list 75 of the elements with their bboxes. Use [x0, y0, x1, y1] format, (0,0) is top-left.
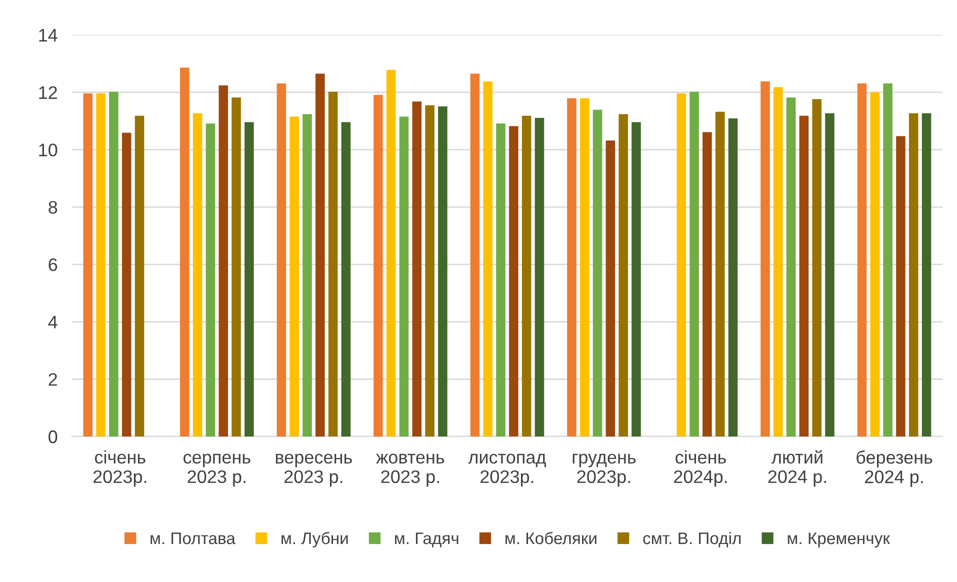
legend-label: м. Полтава — [150, 532, 236, 544]
bar — [534, 118, 544, 436]
bar — [522, 116, 532, 436]
bar — [386, 70, 396, 436]
bar — [606, 140, 616, 436]
x-tick-label: жовтень 2023 р. — [376, 454, 444, 487]
bar — [825, 113, 834, 436]
bar — [134, 116, 144, 436]
x-tick-label: грудень 2023р. — [572, 454, 636, 487]
bar — [96, 93, 106, 436]
bar — [702, 132, 712, 436]
x-tick-label: листопад 2023р. — [468, 454, 546, 487]
bar — [399, 116, 409, 436]
bar — [244, 122, 254, 436]
bar — [760, 81, 770, 436]
bar — [870, 92, 880, 436]
bar — [122, 132, 132, 436]
bar — [374, 94, 383, 436]
y-tick-label: 0 — [48, 430, 58, 444]
x-tick-label: січень 2024р. — [674, 450, 727, 487]
bar — [483, 81, 492, 436]
bar — [290, 116, 299, 436]
bar — [786, 97, 796, 436]
bar — [232, 97, 241, 436]
bar — [109, 92, 118, 436]
x-tick-label: серпень 2023 р. — [184, 454, 250, 487]
bar — [276, 83, 286, 436]
y-tick-label: 10 — [39, 144, 58, 156]
y-tick-label: 12 — [39, 86, 57, 99]
bar — [328, 92, 338, 436]
bar — [509, 126, 518, 436]
bar — [812, 99, 822, 436]
legend-label: м. Кременчук — [788, 532, 890, 548]
bar — [206, 124, 216, 436]
x-tick-label: березень 2024 р. — [856, 450, 932, 487]
x-tick-label: січень 2023р. — [93, 450, 146, 487]
bar — [412, 101, 422, 436]
bar — [618, 114, 628, 436]
bar — [883, 83, 892, 436]
bar — [341, 122, 351, 436]
legend-label: м. Гадяч — [395, 532, 458, 548]
bar — [592, 110, 602, 436]
bar — [690, 92, 699, 436]
bar — [896, 136, 906, 436]
legend-label: м. Лубни — [282, 532, 348, 548]
bar — [908, 113, 918, 436]
bar — [302, 114, 312, 436]
bar — [180, 68, 190, 436]
bar — [83, 93, 93, 436]
bar — [192, 113, 202, 436]
bar — [315, 74, 325, 436]
bar — [567, 98, 576, 436]
bar — [728, 118, 738, 436]
legend-label: смт. В. Поділ — [643, 532, 741, 548]
x-tick-label: вересень 2023 р. — [276, 454, 352, 487]
x-tick-label: лютий 2024 р. — [768, 450, 826, 487]
bar — [218, 85, 228, 436]
bar — [676, 93, 686, 436]
bar — [799, 116, 809, 436]
y-tick-label: 4 — [48, 316, 58, 328]
bar — [857, 83, 867, 436]
bar — [715, 112, 725, 436]
bar — [774, 87, 783, 436]
legend-label: м. Кобеляки — [506, 532, 596, 544]
y-tick-label: 6 — [48, 258, 58, 272]
y-tick-label: 8 — [48, 200, 58, 214]
bar — [438, 106, 448, 436]
y-tick-label: 2 — [48, 373, 57, 386]
bar — [425, 105, 434, 436]
y-tick-label: 14 — [39, 29, 58, 42]
bar — [470, 74, 480, 436]
bar — [922, 113, 932, 436]
bar — [496, 124, 506, 436]
bar — [580, 98, 590, 436]
bar — [632, 122, 641, 436]
